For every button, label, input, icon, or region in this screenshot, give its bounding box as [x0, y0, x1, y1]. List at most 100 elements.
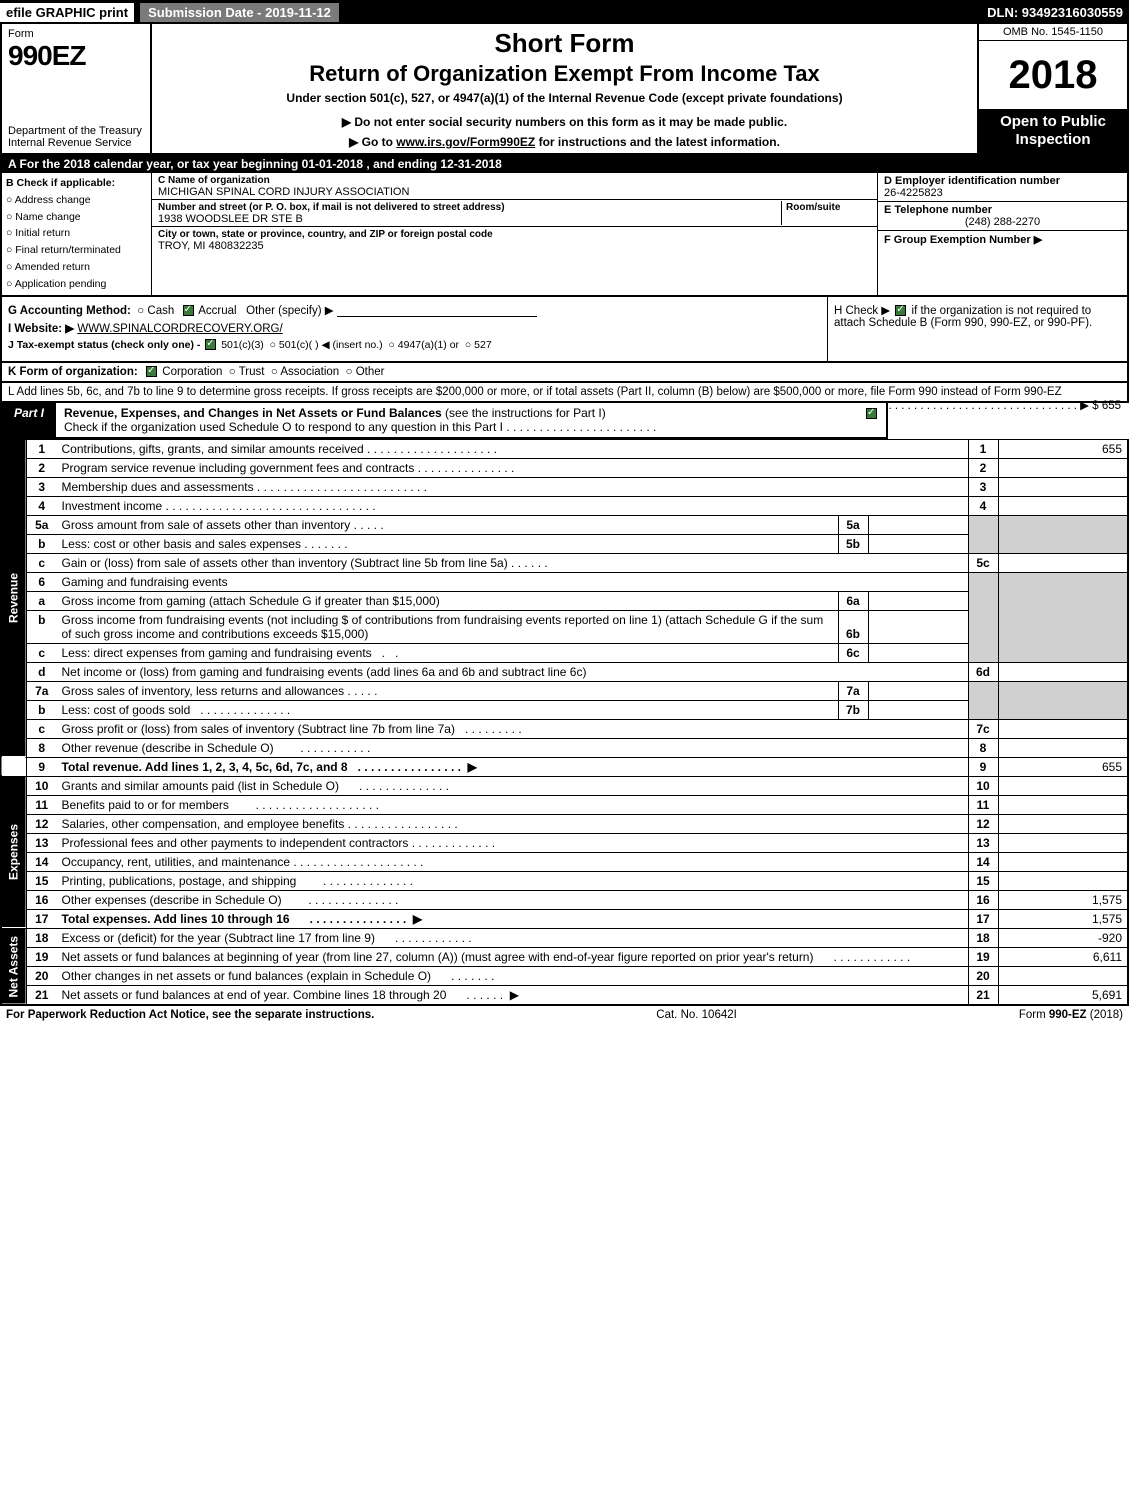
- r14-dt: Occupancy, rent, utilities, and maintena…: [62, 855, 291, 869]
- r17-n: 17: [27, 909, 57, 928]
- box-de: D Employer identification number 26-4225…: [877, 173, 1127, 295]
- te-501c[interactable]: 501(c)( ) ◀ (insert no.): [279, 339, 383, 351]
- goto-link[interactable]: www.irs.gov/Form990EZ: [396, 135, 535, 149]
- r19-n: 19: [27, 947, 57, 966]
- r14-d: Occupancy, rent, utilities, and maintena…: [57, 852, 969, 871]
- r7a-iv: [868, 681, 968, 700]
- chk-schedule-o[interactable]: [866, 408, 877, 419]
- r14-rn: 14: [968, 852, 998, 871]
- section-gh: G Accounting Method: ○ Cash Accrual Othe…: [0, 297, 1129, 363]
- r2-n: 2: [27, 458, 57, 477]
- section-g: G Accounting Method: ○ Cash Accrual Othe…: [2, 297, 827, 361]
- tax-year-row: A For the 2018 calendar year, or tax yea…: [0, 155, 1129, 173]
- taxyear-a: A For the 2018 calendar year, or tax yea…: [8, 157, 302, 171]
- line-k: K Form of organization: Corporation ○ Tr…: [0, 363, 1129, 383]
- r5b-iv: [868, 534, 968, 553]
- acct-other-blank[interactable]: [337, 305, 537, 317]
- r13-d: Professional fees and other payments to …: [57, 833, 969, 852]
- org-name: MICHIGAN SPINAL CORD INJURY ASSOCIATION: [158, 186, 409, 198]
- tax-year: 2018: [979, 41, 1127, 109]
- part1-label: Part I: [2, 403, 56, 437]
- r6b-iv: [868, 610, 968, 643]
- r2-dt: Program service revenue including govern…: [62, 461, 415, 475]
- form-header: Form 990EZ Department of the Treasury In…: [0, 24, 1129, 155]
- r6-n: 6: [27, 572, 57, 591]
- header-center: Short Form Return of Organization Exempt…: [152, 24, 977, 153]
- r5b-n: b: [27, 534, 57, 553]
- box-c: C Name of organization MICHIGAN SPINAL C…: [152, 173, 877, 295]
- r5c-rn: 5c: [968, 553, 998, 572]
- r1-rv: 655: [998, 439, 1128, 458]
- chk-schedule-b[interactable]: [895, 305, 906, 316]
- header-right: OMB No. 1545-1150 2018 Open to Public In…: [977, 24, 1127, 153]
- taxyear-end: 12-31-2018: [440, 157, 501, 171]
- r18-n: 18: [27, 928, 57, 947]
- r20-rv: [998, 966, 1128, 985]
- r5a-n: 5a: [27, 515, 57, 534]
- footer-mid: Cat. No. 10642I: [374, 1009, 1019, 1021]
- r7a-in: 7a: [838, 681, 868, 700]
- website[interactable]: WWW.SPINALCORDRECOVERY.ORG/: [77, 323, 282, 335]
- r8-rn: 8: [968, 738, 998, 757]
- chk-name-change[interactable]: Name change: [6, 209, 147, 226]
- r6c-in: 6c: [838, 643, 868, 662]
- acct-accrual-check[interactable]: [183, 305, 194, 316]
- te-4947[interactable]: 4947(a)(1) or: [398, 339, 459, 351]
- goto-post: for instructions and the latest informat…: [535, 135, 780, 149]
- r21-dt: Net assets or fund balances at end of ye…: [62, 988, 447, 1002]
- te-527[interactable]: 527: [474, 339, 492, 351]
- r7b-in: 7b: [838, 700, 868, 719]
- r15-dt: Printing, publications, postage, and shi…: [62, 874, 297, 888]
- acct-other[interactable]: Other (specify) ▶: [246, 305, 333, 317]
- r16-d: Other expenses (describe in Schedule O) …: [57, 890, 969, 909]
- r14-n: 14: [27, 852, 57, 871]
- chk-final-return[interactable]: Final return/terminated: [6, 242, 147, 259]
- c-street-lbl: Number and street (or P. O. box, if mail…: [158, 202, 505, 213]
- taxyear-mid: , and ending: [366, 157, 440, 171]
- r7a-n: 7a: [27, 681, 57, 700]
- r12-n: 12: [27, 814, 57, 833]
- r11-n: 11: [27, 795, 57, 814]
- r19-rv: 6,611: [998, 947, 1128, 966]
- r7-shade: [968, 681, 998, 719]
- chk-application-pending[interactable]: Application pending: [6, 276, 147, 293]
- r13-rv: [998, 833, 1128, 852]
- c-room-lbl: Room/suite: [786, 202, 840, 213]
- side-expenses: Expenses: [1, 776, 27, 928]
- acct-cash[interactable]: Cash: [147, 305, 174, 317]
- r3-rv: [998, 477, 1128, 496]
- tax-exempt-lbl: J Tax-exempt status (check only one) -: [8, 339, 200, 351]
- chk-amended-return[interactable]: Amended return: [6, 259, 147, 276]
- chk-address-change[interactable]: Address change: [6, 192, 147, 209]
- r6a-iv: [868, 591, 968, 610]
- r10-rn: 10: [968, 776, 998, 795]
- r4-d: Investment income . . . . . . . . . . . …: [57, 496, 969, 515]
- efile-label: efile GRAPHIC print: [0, 3, 134, 22]
- acct-accrual: Accrual: [198, 305, 236, 317]
- footer-right-pre: Form: [1019, 1009, 1049, 1021]
- under-section: Under section 501(c), 527, or 4947(a)(1)…: [160, 91, 969, 105]
- org-city: TROY, MI 480832235: [158, 240, 264, 252]
- k-trust[interactable]: Trust: [239, 366, 265, 378]
- r13-dt: Professional fees and other payments to …: [62, 836, 409, 850]
- k-other[interactable]: Other: [356, 366, 385, 378]
- r6b-n: b: [27, 610, 57, 643]
- k-pre: K Form of organization:: [8, 366, 138, 378]
- r15-n: 15: [27, 871, 57, 890]
- k-assoc[interactable]: Association: [280, 366, 339, 378]
- r1-n: 1: [27, 439, 57, 458]
- chk-corp[interactable]: [146, 366, 157, 377]
- r20-d: Other changes in net assets or fund bala…: [57, 966, 969, 985]
- chk-initial-return[interactable]: Initial return: [6, 225, 147, 242]
- r4-dt: Investment income: [62, 499, 163, 513]
- r6c-dt: Less: direct expenses from gaming and fu…: [62, 646, 372, 660]
- r6a-n: a: [27, 591, 57, 610]
- r5c-d: Gain or (loss) from sale of assets other…: [57, 553, 969, 572]
- chk-501c3[interactable]: [205, 339, 216, 350]
- r3-d: Membership dues and assessments . . . . …: [57, 477, 969, 496]
- r19-d: Net assets or fund balances at beginning…: [57, 947, 969, 966]
- r7a-d: Gross sales of inventory, less returns a…: [57, 681, 839, 700]
- footer-right-post: (2018): [1087, 1009, 1123, 1021]
- c-name-lbl: C Name of organization: [158, 175, 270, 186]
- r5ab-shade2: [998, 515, 1128, 553]
